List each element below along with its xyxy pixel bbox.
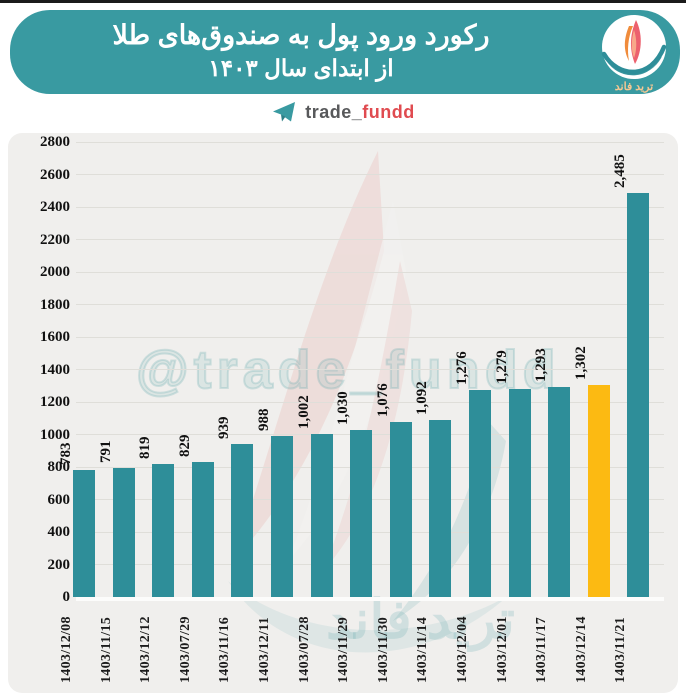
bar <box>548 386 571 597</box>
y-tick-label: 1000 <box>40 426 70 443</box>
x-category-label: 1403/11/30 <box>375 616 391 683</box>
bar <box>231 444 254 597</box>
x-category-label: 1403/07/28 <box>296 616 312 683</box>
trade-fund-logo: ترید فاند <box>588 10 680 94</box>
gridline <box>76 174 664 175</box>
bar-value-label: 1,302 <box>572 346 589 381</box>
x-category-label: 1403/11/29 <box>336 616 352 683</box>
bar-value-label: 1,002 <box>295 395 312 430</box>
top-border-strip <box>0 0 686 3</box>
y-tick-label: 2400 <box>40 199 70 215</box>
handle-prefix: trade_ <box>305 101 363 122</box>
bar <box>271 436 293 597</box>
bar <box>310 434 333 597</box>
bar-value-label: 2,485 <box>612 154 629 189</box>
x-category-label: 1403/12/14 <box>573 616 589 683</box>
y-tick-label: 2200 <box>40 231 70 248</box>
bar-value-label: 829 <box>176 434 193 458</box>
title-line-2: از ابتدای سال ۱۴۰۳ <box>208 55 394 81</box>
y-tick-label: 600 <box>47 491 71 508</box>
y-tick-label: 1400 <box>40 361 70 378</box>
bar <box>587 385 610 597</box>
bar-value-label: 819 <box>137 436 154 459</box>
x-category-label: 1403/11/14 <box>415 616 431 683</box>
bar-value-label: 1,076 <box>374 383 391 418</box>
bar-value-label: 1,092 <box>414 380 431 415</box>
y-tick-label: 2800 <box>40 134 70 150</box>
bar <box>73 469 95 597</box>
bar-value-label: 1,276 <box>454 350 470 385</box>
y-tick-label: 400 <box>47 524 71 540</box>
gridline <box>76 336 664 338</box>
bar <box>429 419 452 597</box>
bar <box>152 463 175 597</box>
gridline <box>76 206 664 208</box>
x-category-label: 1403/12/04 <box>455 616 470 683</box>
telegram-badge: trade_fundd <box>0 97 686 127</box>
y-tick-label: 1600 <box>40 329 70 345</box>
header-banner: رکورد ورود پول به صندوق‌های طلا از ابتدا… <box>10 10 680 94</box>
bar <box>389 422 412 597</box>
title-line-1: رکورد ورود پول به صندوق‌های طلا <box>112 20 490 50</box>
gridline <box>76 271 664 273</box>
gridline <box>76 239 664 240</box>
bar-value-label: 939 <box>216 416 233 440</box>
center-watermark-text: @trade_fundd <box>135 340 561 400</box>
x-category-label: 1403/11/16 <box>217 616 233 683</box>
x-axis-baseline <box>76 597 664 601</box>
x-category-label: 1403/11/15 <box>98 616 114 683</box>
y-tick-label: 2600 <box>40 166 70 183</box>
x-category-label: 1403/11/21 <box>613 616 629 683</box>
gridline <box>76 401 664 403</box>
gridline <box>76 141 664 143</box>
telegram-handle: trade_fundd <box>305 102 415 123</box>
bar-value-label: 791 <box>97 440 114 464</box>
bar-value-label: 783 <box>58 442 74 465</box>
bar-value-label: 1,293 <box>533 348 550 382</box>
y-tick-label: 2000 <box>40 264 70 280</box>
chart-panel: @trade_fundd ترید فاند میلیارد تومان 020… <box>8 133 678 693</box>
y-tick-label: 200 <box>47 556 71 573</box>
x-category-label: 1403/07/29 <box>177 616 193 683</box>
flame-logo-icon <box>601 15 667 79</box>
bar <box>627 193 650 597</box>
y-tick-label: 1800 <box>40 296 70 313</box>
handle-suffix: fundd <box>362 101 415 122</box>
bar <box>469 389 491 597</box>
y-tick-label: 800 <box>47 459 71 475</box>
x-category-label: 1403/12/01 <box>494 616 510 683</box>
x-category-label: 1403/12/08 <box>59 616 74 683</box>
x-category-label: 1403/11/17 <box>534 616 550 683</box>
bar <box>350 429 373 597</box>
x-category-label: 1403/12/12 <box>138 616 154 683</box>
gridline <box>76 304 664 305</box>
logo-label: ترید فاند <box>614 81 654 93</box>
x-category-label: 1403/12/11 <box>257 616 272 683</box>
bar-value-label: 988 <box>256 408 272 432</box>
telegram-plane-icon <box>273 102 296 122</box>
bar-value-label: 1,030 <box>335 390 352 425</box>
bar-value-label: 1,279 <box>493 350 510 385</box>
bar <box>112 468 135 597</box>
bar <box>508 389 531 597</box>
page-title: رکورد ورود پول به صندوق‌های طلا از ابتدا… <box>30 17 572 83</box>
bar <box>191 462 214 597</box>
y-tick-label: 0 <box>62 589 71 605</box>
y-tick-label: 1200 <box>40 394 70 410</box>
gridline <box>76 369 664 370</box>
